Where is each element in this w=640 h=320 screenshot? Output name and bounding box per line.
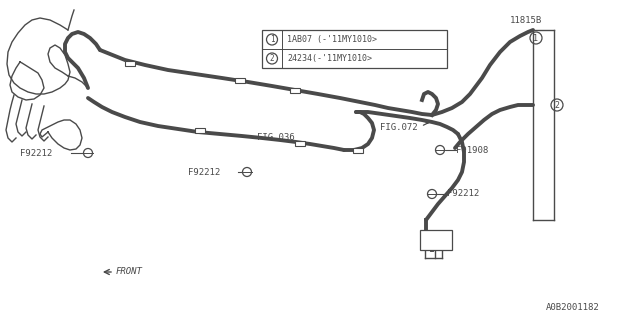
Text: 2: 2 <box>269 54 275 63</box>
Text: 2: 2 <box>554 100 559 109</box>
Bar <box>262 30 447 68</box>
Text: 24234(-'11MY1010>: 24234(-'11MY1010> <box>287 54 372 63</box>
Bar <box>195 127 205 132</box>
Text: FIG.036: FIG.036 <box>257 133 294 142</box>
Circle shape <box>83 148 93 157</box>
Bar <box>290 87 300 92</box>
Text: F92212: F92212 <box>447 189 479 198</box>
Bar <box>235 77 245 83</box>
Text: 1: 1 <box>269 35 275 44</box>
Text: F92212: F92212 <box>188 167 220 177</box>
Bar <box>420 230 452 250</box>
Bar <box>295 140 305 146</box>
Circle shape <box>243 167 252 177</box>
Bar <box>125 60 135 66</box>
Text: A0B2001182: A0B2001182 <box>547 303 600 312</box>
Text: 11815B: 11815B <box>510 16 542 25</box>
Text: FRONT: FRONT <box>116 268 143 276</box>
Text: FIG.072: FIG.072 <box>380 123 418 132</box>
Text: 1AB07 (-'11MY1010>: 1AB07 (-'11MY1010> <box>287 35 377 44</box>
Text: 1: 1 <box>534 34 538 43</box>
Text: F91908: F91908 <box>456 146 488 155</box>
Circle shape <box>428 189 436 198</box>
Text: F92212: F92212 <box>20 148 52 157</box>
Bar <box>353 148 363 153</box>
Circle shape <box>435 146 445 155</box>
